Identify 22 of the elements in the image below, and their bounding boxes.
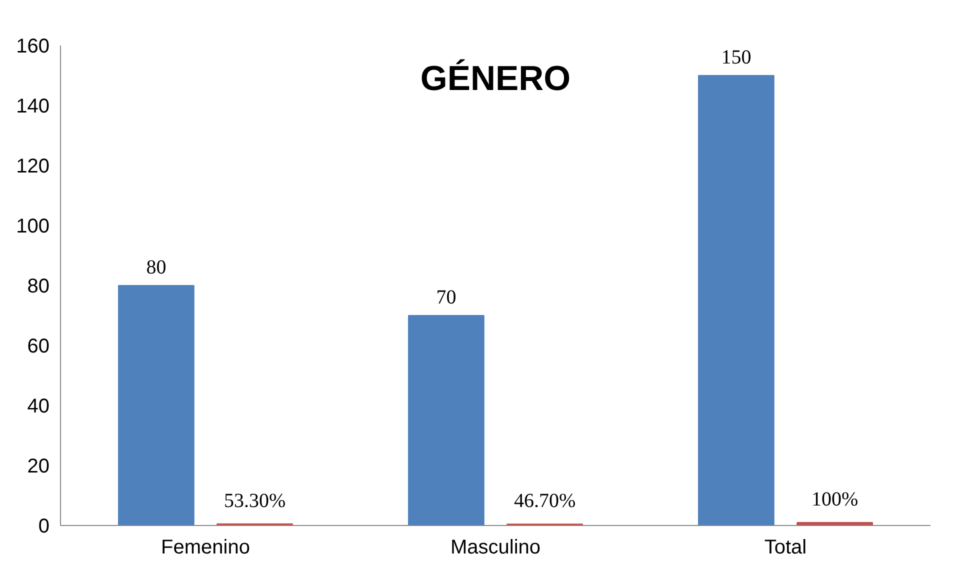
x-tick-label: Femenino <box>161 536 250 558</box>
y-tick-label: 60 <box>27 336 50 358</box>
y-tick-label: 100 <box>16 216 50 238</box>
data-label: 150 <box>721 46 752 68</box>
y-tick-label: 80 <box>27 276 50 298</box>
y-tick-label: 0 <box>38 516 50 538</box>
y-tick-label: 120 <box>16 156 50 178</box>
bar <box>408 315 484 526</box>
data-label: 53.30% <box>224 490 286 512</box>
data-label: 80 <box>146 256 166 278</box>
y-tick-label: 160 <box>16 36 50 58</box>
y-tick-label: 140 <box>16 96 50 118</box>
y-tick-label: 40 <box>27 396 50 418</box>
chart-title: GÉNERO <box>420 58 571 98</box>
data-label: 70 <box>436 286 456 308</box>
bar <box>118 285 194 526</box>
y-tick-label: 20 <box>27 456 50 478</box>
x-tick-label: Masculino <box>450 536 541 558</box>
bar <box>698 75 774 526</box>
x-tick-label: Total <box>764 536 807 558</box>
data-label: 46.70% <box>514 490 576 512</box>
data-label: 100% <box>811 488 858 510</box>
